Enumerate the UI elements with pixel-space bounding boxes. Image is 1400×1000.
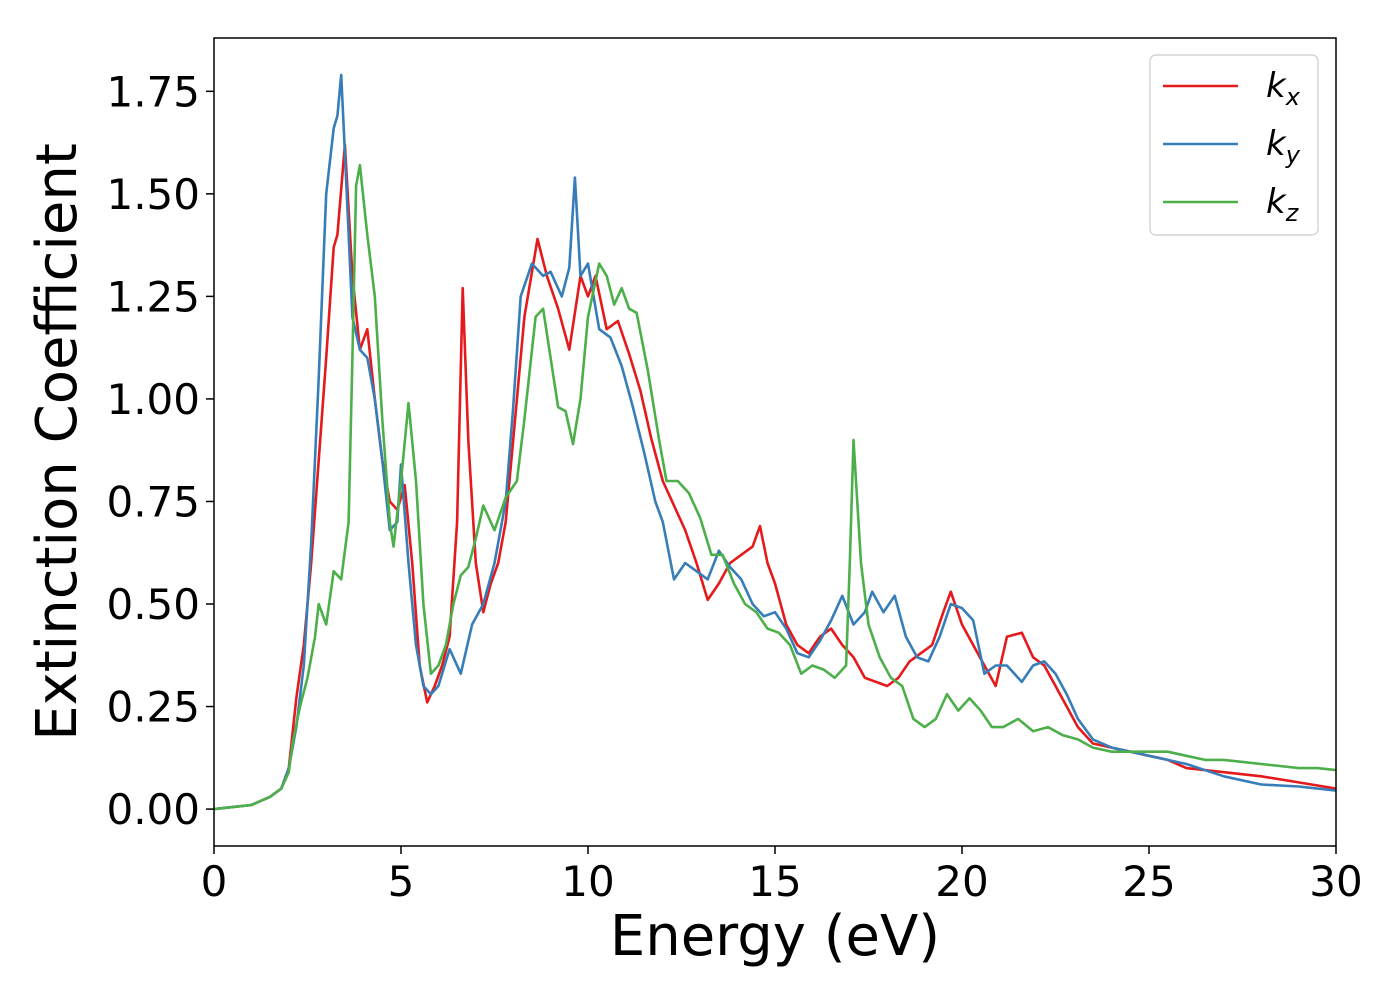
- series-line-y: [214, 73, 1336, 811]
- x-tick-label: 30: [1309, 857, 1362, 906]
- x-tick-label: 20: [935, 857, 988, 906]
- y-tick-label: 0.00: [106, 785, 200, 834]
- x-tick-label: 25: [1122, 857, 1175, 906]
- series-line-z: [214, 163, 1336, 811]
- x-tick-label: 10: [561, 857, 614, 906]
- y-tick-label: 0.25: [106, 683, 200, 732]
- x-tick-label: 5: [388, 857, 415, 906]
- series-line-x: [214, 143, 1336, 811]
- x-tick-label: 0: [201, 857, 228, 906]
- y-tick-label: 1.75: [106, 67, 200, 116]
- legend-label-x: kx: [1266, 66, 1301, 111]
- x-axis: 0 5 10 15 20 25 30: [201, 846, 1363, 906]
- y-tick-label: 0.50: [106, 580, 200, 629]
- legend-label-z: kz: [1266, 182, 1300, 227]
- y-axis-label: Extinction Coefficient: [25, 143, 90, 741]
- series-layer: [214, 73, 1336, 811]
- y-tick-label: 0.75: [106, 477, 200, 526]
- y-tick-label: 1.25: [106, 272, 200, 321]
- legend-label-y: ky: [1266, 124, 1301, 169]
- y-axis: 0.00 0.25 0.50 0.75 1.00 1.25 1.50 1.75: [106, 67, 214, 834]
- y-tick-label: 1.50: [106, 170, 200, 219]
- legend: kx ky kz: [1149, 54, 1319, 236]
- x-axis-label: Energy (eV): [610, 904, 940, 969]
- y-tick-label: 1.00: [106, 375, 200, 424]
- x-tick-label: 15: [748, 857, 801, 906]
